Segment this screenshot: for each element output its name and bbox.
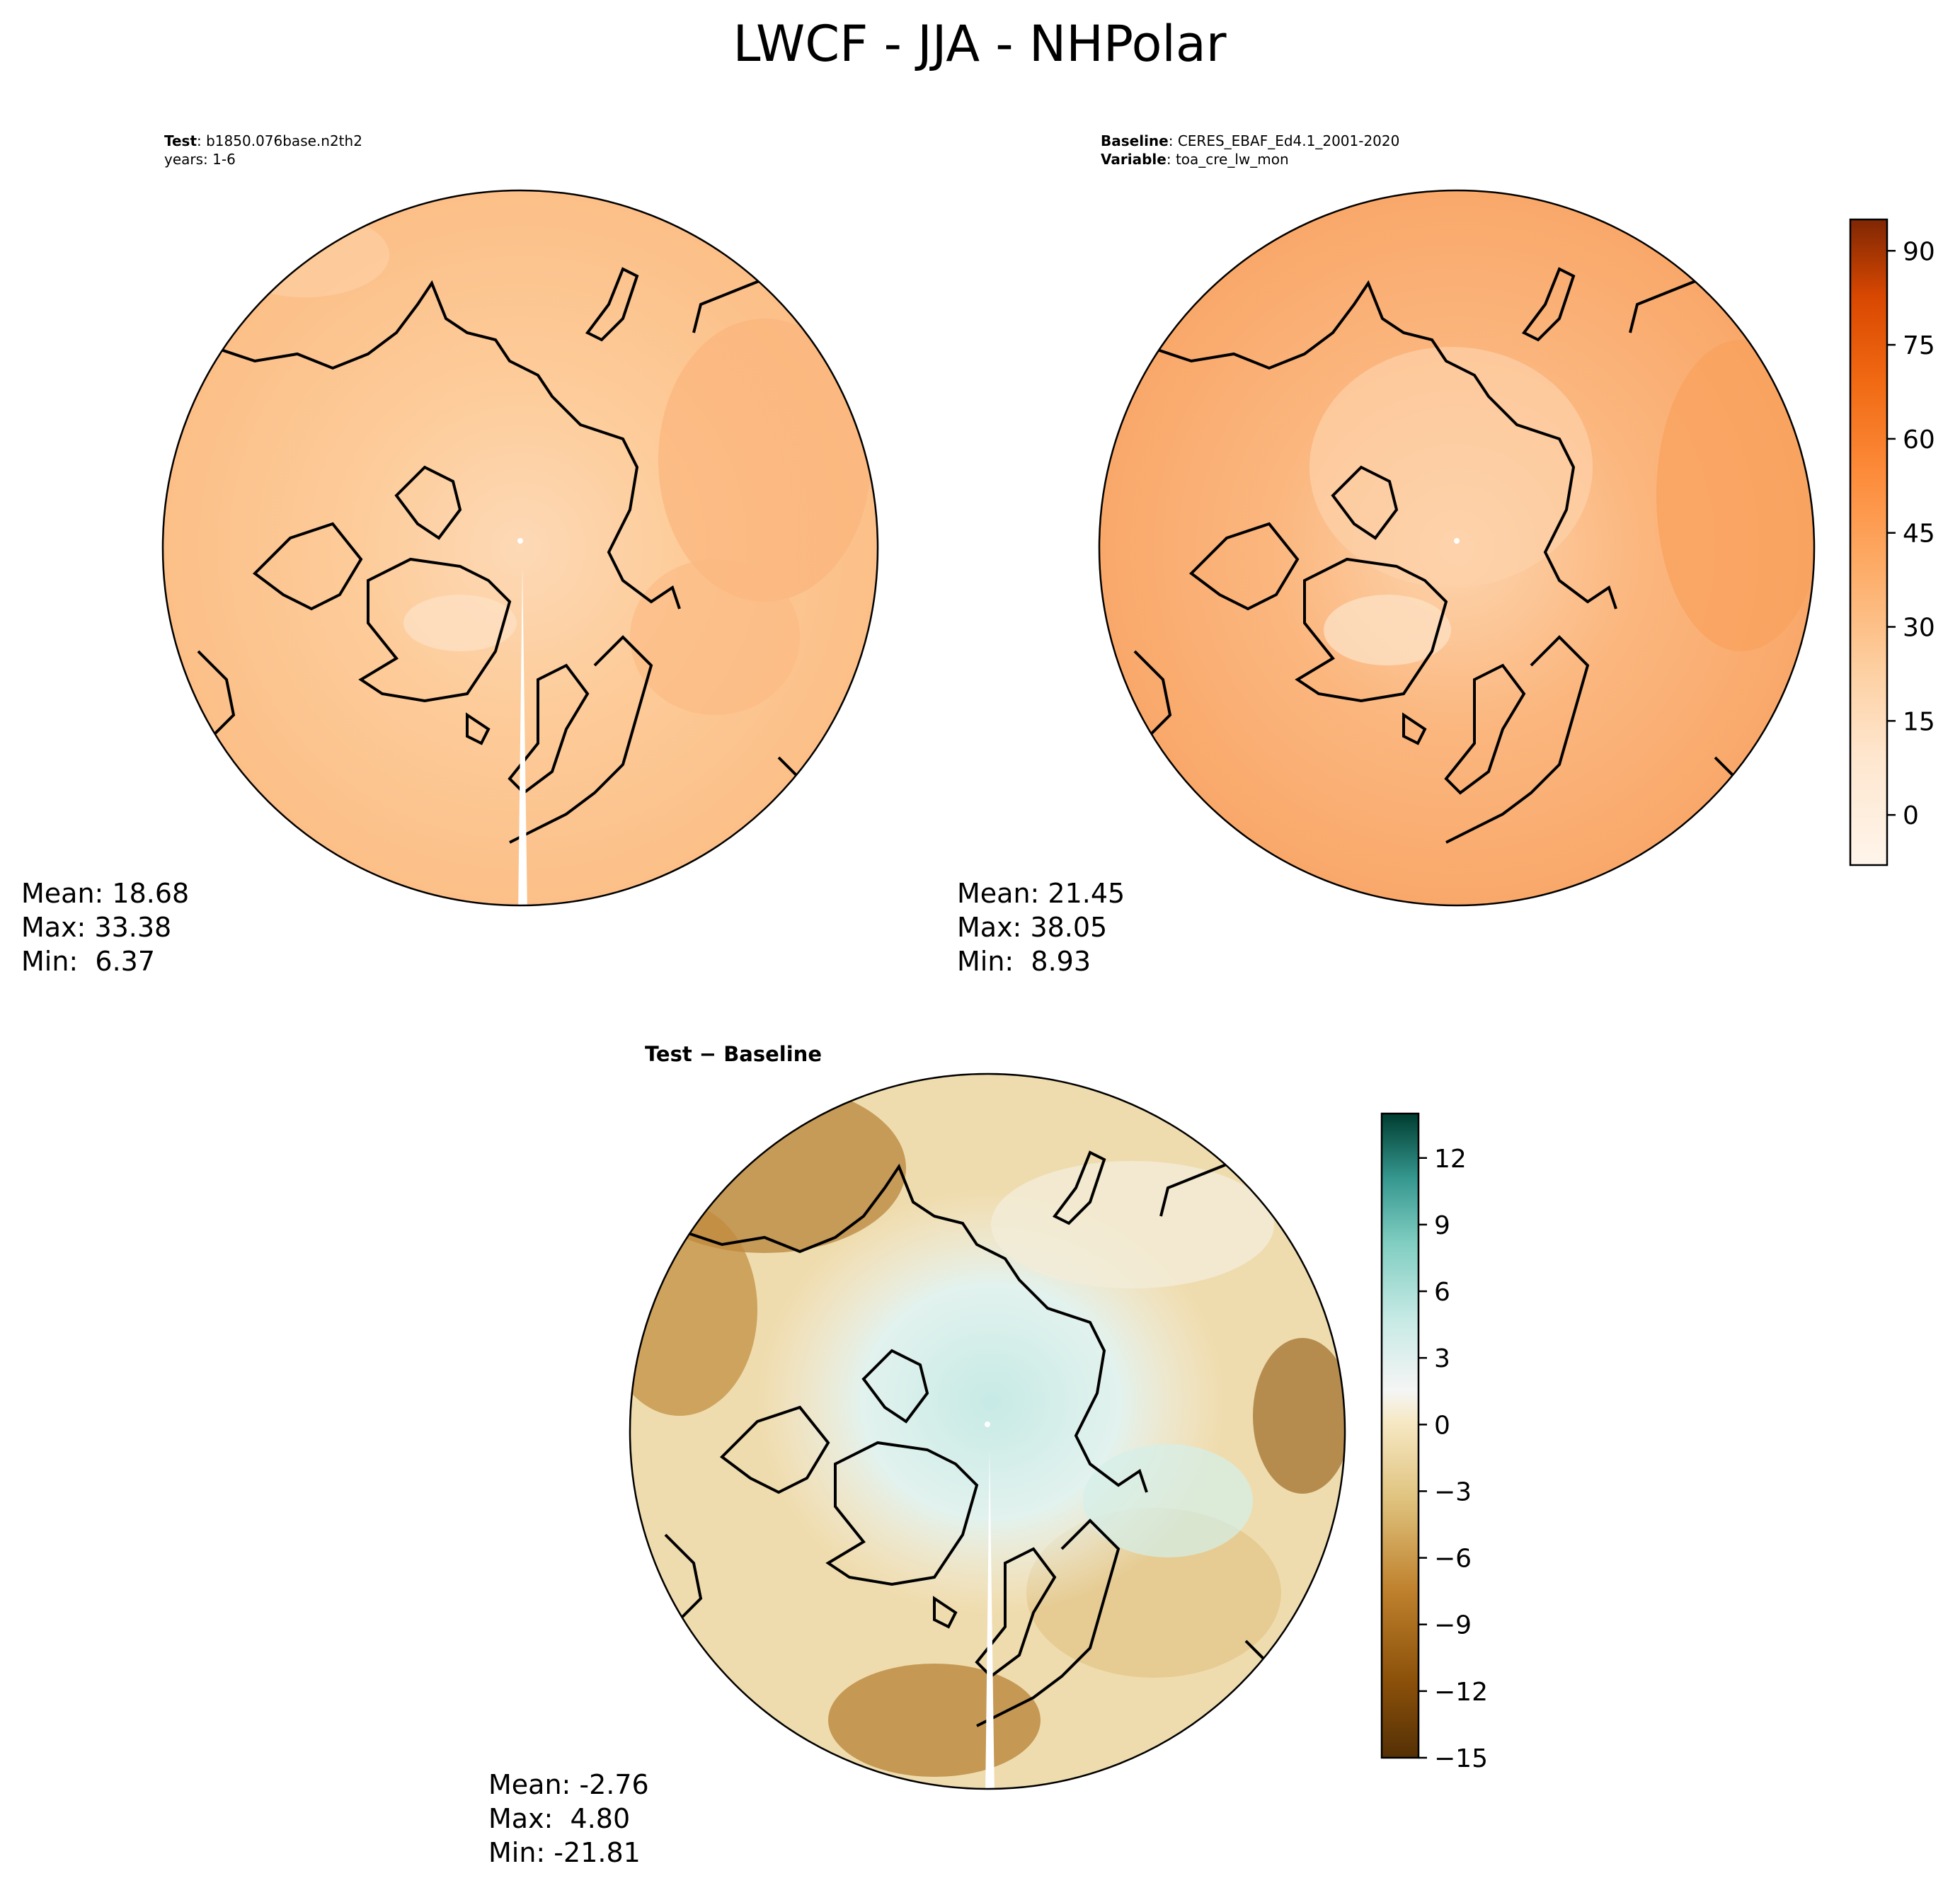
colorbar-oranges-tick-label: 30 — [1903, 614, 1935, 643]
baseline-stat-mean: Mean: 21.45 — [957, 878, 1125, 909]
colorbar-oranges-tick-label: 90 — [1903, 237, 1935, 266]
colorbar-brbg-tick-label: 12 — [1434, 1145, 1467, 1174]
colorbar-brbg-bar — [1380, 1112, 1420, 1759]
baseline-stat-max: Max: 38.05 — [957, 912, 1107, 943]
diff-data-gap — [985, 1450, 995, 1789]
baseline-map — [1099, 190, 1814, 905]
colorbar-brbg-tick-label: −12 — [1434, 1678, 1488, 1707]
colorbar-brbg-tick-label: −3 — [1434, 1477, 1472, 1506]
colorbar-brbg-ticks: 12 9 6 3 0 −3 −6 −9 −12 −15 — [1419, 1145, 1488, 1773]
diff-stat-mean: Mean: -2.76 — [488, 1769, 649, 1800]
diff-panel-title: Test − Baseline — [645, 1042, 822, 1066]
colorbar-oranges-tick-label: 0 — [1903, 801, 1919, 830]
diff-map-border — [629, 1072, 1346, 1790]
colorbar-brbg-tick-label: 3 — [1434, 1344, 1450, 1373]
baseline-stat-min: Min: 8.93 — [957, 946, 1091, 977]
diff-coastlines — [664, 1150, 1269, 1727]
test-stat-max: Max: 33.38 — [21, 912, 171, 943]
colorbar-brbg-tick-label: −15 — [1434, 1744, 1488, 1773]
colorbar-oranges: 0 15 30 45 60 75 90 — [1849, 218, 1935, 866]
diff-stat-min: Min: -21.81 — [488, 1837, 641, 1868]
colorbar-brbg-tick-label: −9 — [1434, 1611, 1472, 1640]
panel-test: Test: b1850.076base.n2th2 years: 1-6 — [21, 132, 879, 977]
diff-map — [630, 1074, 1345, 1789]
panel-diff: Test − Baseline — [488, 1042, 1346, 1868]
diff-stat-max: Max: 4.80 — [488, 1803, 630, 1834]
test-map — [163, 190, 878, 905]
colorbar-oranges-ticks: 0 15 30 45 60 75 90 — [1887, 237, 1935, 830]
colorbar-brbg-tick-label: 0 — [1434, 1411, 1450, 1440]
baseline-map-border — [1098, 189, 1816, 907]
colorbar-brbg-tick-label: −6 — [1434, 1545, 1472, 1574]
test-stat-min: Min: 6.37 — [21, 946, 155, 977]
colorbar-oranges-tick-label: 75 — [1903, 331, 1935, 360]
test-stat-mean: Mean: 18.68 — [21, 878, 189, 909]
colorbar-brbg-tick-label: 9 — [1434, 1211, 1450, 1240]
panel-baseline: Baseline: CERES_EBAF_Ed4.1_2001-2020 Var… — [957, 132, 1816, 977]
test-data-gap — [518, 566, 527, 905]
colorbar-oranges-tick-label: 45 — [1903, 520, 1935, 549]
figure-title: LWCF - JJA - NHPolar — [733, 15, 1226, 73]
colorbar-brbg-tick-label: 6 — [1434, 1278, 1450, 1307]
colorbar-brbg: 12 9 6 3 0 −3 −6 −9 −12 −15 — [1380, 1112, 1488, 1773]
baseline-header-line-2: Variable: toa_cre_lw_mon — [1101, 151, 1289, 168]
test-map-border — [161, 189, 879, 907]
colorbar-oranges-tick-label: 15 — [1903, 707, 1935, 736]
colorbar-oranges-bar — [1849, 218, 1889, 866]
test-header-line-2: years: 1-6 — [164, 151, 236, 168]
baseline-header-line-1: Baseline: CERES_EBAF_Ed4.1_2001-2020 — [1101, 132, 1399, 149]
test-header-line-1: Test: b1850.076base.n2th2 — [164, 132, 362, 149]
colorbar-oranges-tick-label: 60 — [1903, 425, 1935, 454]
